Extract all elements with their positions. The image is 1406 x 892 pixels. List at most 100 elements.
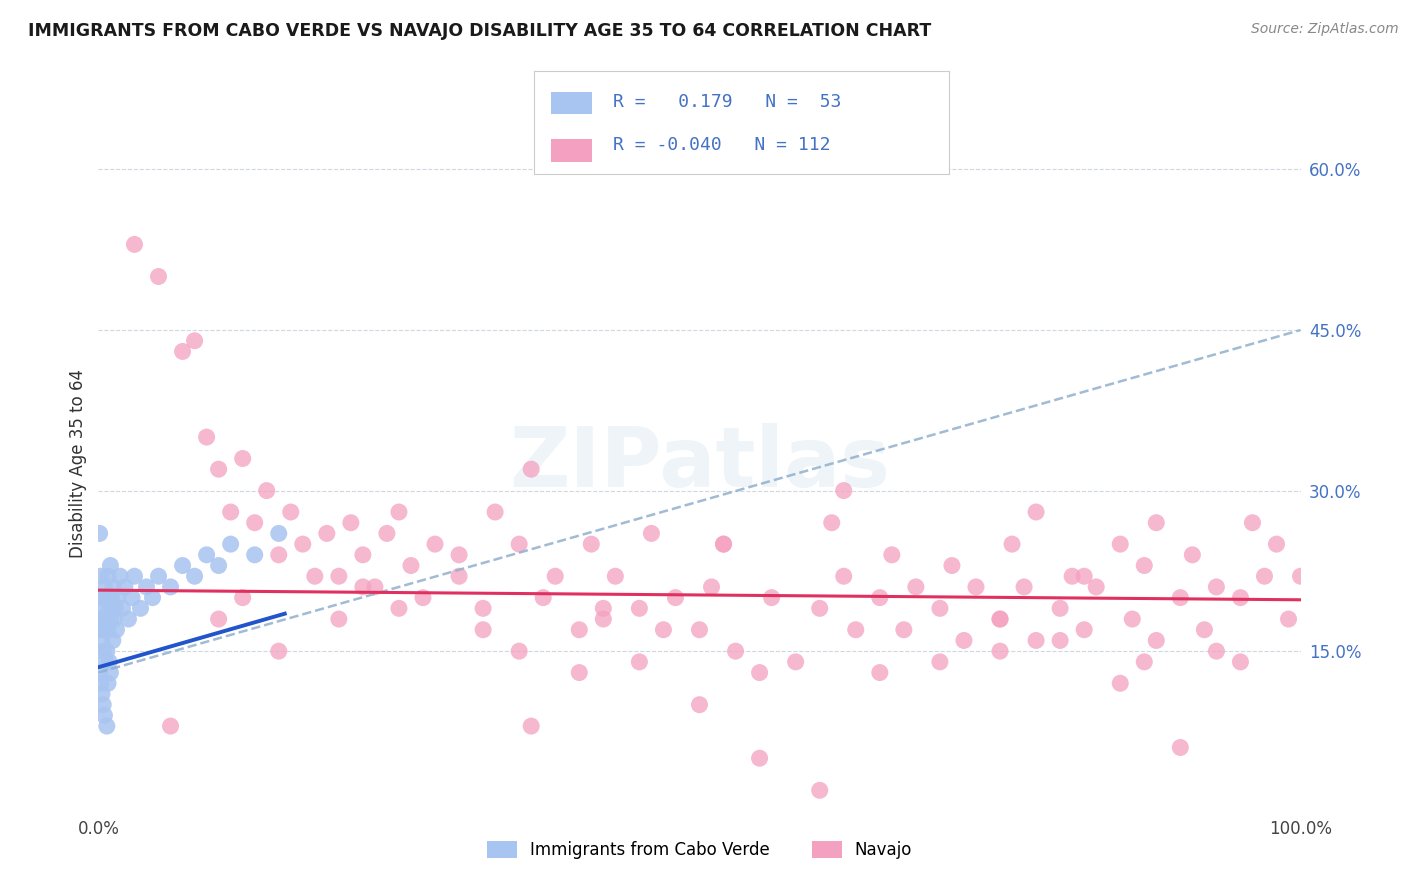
Point (531, 591, 554, 605)
Point (953, 633, 976, 648)
Point (904, 580, 927, 594)
Point (121, 591, 143, 605)
Point (172, 344, 194, 359)
Point (94, 655, 117, 669)
Point (97, 569, 120, 583)
Point (183, 569, 205, 583)
Point (1229, 655, 1251, 669)
Text: R =   0.179   N =  53: R = 0.179 N = 53 (613, 93, 841, 112)
Point (219, 537, 242, 551)
Point (447, 548, 470, 562)
Point (114, 580, 136, 594)
Point (520, 462, 543, 476)
Point (97, 676, 120, 690)
Point (508, 537, 530, 551)
Point (508, 644, 530, 658)
Point (91, 601, 114, 615)
Point (423, 537, 446, 551)
Point (941, 558, 963, 573)
Point (808, 783, 831, 797)
Point (808, 601, 831, 615)
Point (103, 612, 125, 626)
Point (447, 569, 470, 583)
Point (988, 612, 1011, 626)
Point (713, 537, 735, 551)
Point (107, 591, 129, 605)
Point (1025, 505, 1047, 519)
Point (965, 580, 987, 594)
Point (1001, 537, 1024, 551)
Point (472, 623, 495, 637)
Point (172, 558, 194, 573)
Point (100, 665, 122, 680)
Point (105, 623, 128, 637)
Point (124, 569, 146, 583)
Point (605, 569, 627, 583)
Point (869, 591, 891, 605)
Point (988, 612, 1011, 626)
Point (544, 569, 567, 583)
Point (1012, 580, 1035, 594)
Point (93, 580, 115, 594)
Point (159, 580, 181, 594)
Point (785, 655, 807, 669)
Point (340, 516, 363, 530)
Point (724, 644, 747, 658)
Point (761, 591, 783, 605)
Point (592, 612, 614, 626)
Point (1121, 612, 1143, 626)
Point (1277, 612, 1299, 626)
Point (232, 591, 254, 605)
Point (1133, 655, 1156, 669)
Point (195, 548, 218, 562)
Point (98, 655, 121, 669)
Point (90, 623, 112, 637)
Point (159, 719, 181, 733)
Point (267, 526, 290, 541)
Point (399, 558, 422, 573)
Point (148, 569, 170, 583)
Point (108, 569, 131, 583)
Point (100, 612, 122, 626)
Text: R = -0.040   N = 112: R = -0.040 N = 112 (613, 136, 831, 154)
Point (1170, 591, 1192, 605)
Point (101, 633, 124, 648)
Point (124, 237, 146, 252)
Point (96, 644, 118, 658)
Point (412, 591, 434, 605)
Point (89, 665, 111, 680)
Point (1229, 591, 1251, 605)
Point (93, 708, 115, 723)
Point (880, 548, 903, 562)
Point (135, 580, 157, 594)
Point (100, 558, 122, 573)
Text: ZIPatlas: ZIPatlas (509, 424, 890, 504)
Point (821, 516, 844, 530)
Point (328, 612, 350, 626)
Point (1241, 516, 1264, 530)
Point (1109, 676, 1132, 690)
Point (1109, 537, 1132, 551)
Point (664, 591, 686, 605)
Point (388, 505, 411, 519)
Legend: Immigrants from Cabo Verde, Navajo: Immigrants from Cabo Verde, Navajo (479, 835, 920, 866)
Point (688, 698, 710, 712)
Point (208, 612, 231, 626)
Point (688, 623, 710, 637)
Point (1133, 558, 1156, 573)
Point (89, 612, 111, 626)
Point (243, 516, 266, 530)
Point (364, 580, 387, 594)
Point (97, 623, 120, 637)
Point (568, 623, 591, 637)
Point (315, 526, 337, 541)
Point (280, 505, 302, 519)
Point (243, 548, 266, 562)
Point (267, 644, 290, 658)
Point (91, 644, 114, 658)
Point (869, 665, 891, 680)
Point (117, 612, 139, 626)
Point (100, 591, 122, 605)
Point (628, 601, 651, 615)
Point (90, 676, 112, 690)
